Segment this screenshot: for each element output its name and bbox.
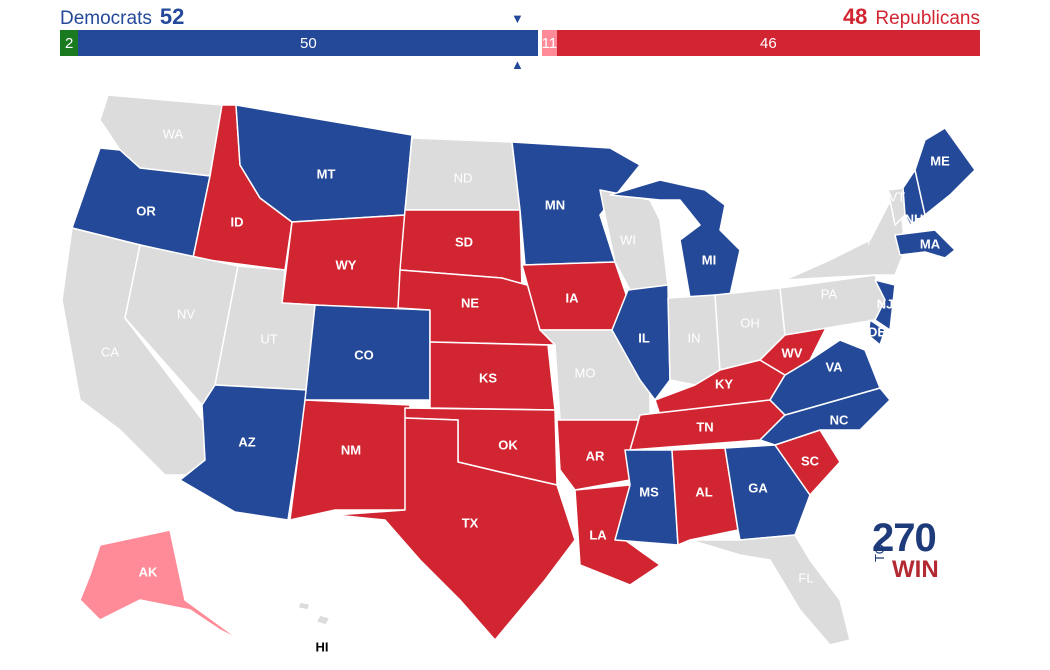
bar-segment: 2: [60, 30, 79, 56]
state-ar[interactable]: [556, 419, 641, 491]
democrats-label: Democrats: [60, 8, 152, 29]
state-label-ma: MA: [920, 236, 941, 251]
state-label-mo: MO: [575, 365, 596, 380]
state-mn[interactable]: [511, 141, 641, 266]
state-ma[interactable]: [894, 229, 956, 259]
state-label-mi: MI: [702, 252, 716, 267]
bar-segment: [538, 30, 543, 56]
bar-segment: 11: [542, 30, 557, 56]
seat-count-bar: 2 50 11 46: [60, 30, 980, 56]
republicans-header: 48 Republicans: [843, 4, 980, 30]
state-label-de: DE: [868, 324, 886, 339]
state-label-ky: KY: [715, 376, 733, 391]
state-label-oh: OH: [740, 315, 760, 330]
bar-segment: 50: [78, 30, 539, 56]
state-label-la: LA: [589, 527, 607, 542]
state-label-nh: NH: [905, 211, 924, 226]
logo-win: WIN: [892, 556, 939, 583]
state-label-ny: NY: [855, 232, 873, 247]
state-label-nj: NJ: [877, 296, 894, 311]
state-label-sd: SD: [455, 234, 473, 249]
state-label-mt: MT: [317, 166, 336, 181]
bar-segment: 46: [556, 30, 980, 56]
state-label-nm: NM: [341, 442, 361, 457]
democrats-header: Democrats 52: [60, 4, 184, 30]
state-label-me: ME: [930, 153, 950, 168]
state-label-ut: UT: [260, 331, 277, 346]
state-label-az: AZ: [238, 434, 255, 449]
state-label-va: VA: [825, 359, 843, 374]
state-label-in: IN: [688, 330, 701, 345]
state-label-wv: WV: [782, 345, 803, 360]
state-label-id: ID: [231, 214, 244, 229]
state-label-ga: GA: [748, 480, 768, 495]
state-label-wi: WI: [620, 232, 636, 247]
state-label-wy: WY: [336, 257, 357, 272]
state-label-ar: AR: [586, 448, 605, 463]
state-label-or: OR: [136, 203, 156, 218]
state-label-mn: MN: [545, 197, 565, 212]
logo-number: 270: [872, 516, 937, 560]
state-label-ok: OK: [498, 437, 518, 452]
logo-to: TO: [872, 544, 887, 562]
state-label-al: AL: [695, 484, 712, 499]
state-label-wa: WA: [163, 126, 184, 141]
state-label-nc: NC: [830, 412, 849, 427]
state-label-il: IL: [638, 330, 650, 345]
state-al[interactable]: [671, 447, 739, 546]
state-label-co: CO: [354, 347, 374, 362]
state-fl[interactable]: [689, 534, 851, 646]
state-me[interactable]: [914, 127, 976, 216]
democrats-total: 52: [159, 4, 185, 29]
state-tx[interactable]: [334, 417, 576, 641]
state-label-hi: HI: [316, 639, 329, 654]
state-label-ca: CA: [101, 344, 119, 359]
state-label-tx: TX: [462, 515, 479, 530]
state-label-ia: IA: [566, 290, 580, 305]
state-nm[interactable]: [289, 399, 411, 521]
state-label-nd: ND: [454, 170, 473, 185]
state-nh[interactable]: [902, 169, 926, 226]
state-ny[interactable]: [784, 194, 906, 281]
state-nj[interactable]: [874, 279, 896, 331]
republicans-label: Republicans: [875, 8, 980, 29]
state-ak[interactable]: [79, 529, 241, 641]
state-label-ms: MS: [639, 484, 659, 499]
state-label-nv: NV: [177, 306, 195, 321]
state-label-ne: NE: [461, 295, 479, 310]
state-label-sc: SC: [801, 453, 820, 468]
state-label-ak: AK: [139, 564, 158, 579]
majority-marker-up-icon: ▲: [511, 57, 524, 72]
270towin-logo: 270 TO WIN: [872, 516, 939, 583]
state-ms[interactable]: [614, 449, 679, 546]
state-label-ks: KS: [479, 370, 497, 385]
republicans-total: 48: [842, 4, 868, 29]
majority-marker-down-icon: ▼: [511, 11, 524, 26]
state-label-pa: PA: [821, 286, 838, 301]
state-label-tn: TN: [696, 419, 713, 434]
state-hi[interactable]: [297, 601, 331, 626]
state-label-fl: FL: [798, 570, 813, 585]
state-de[interactable]: [867, 319, 886, 346]
state-label-vt: VT: [889, 189, 906, 204]
